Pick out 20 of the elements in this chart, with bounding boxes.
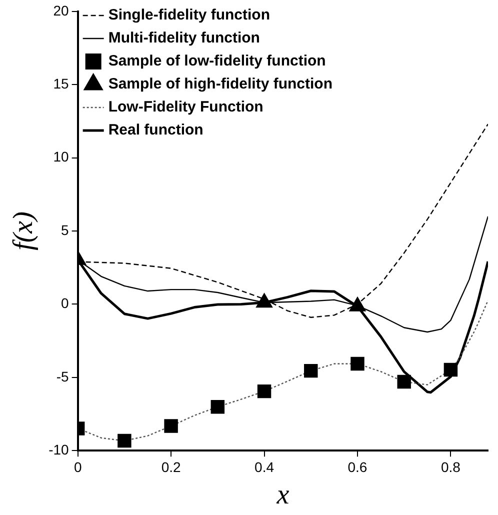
legend-label: Sample of high-fidelity function [108,76,333,93]
legend-label: Low-Fidelity Function [108,98,264,116]
legend-label: Multi-fidelity function [108,30,260,47]
x-tick-label: 0.4 [254,458,274,475]
y-axis-title: f(x) [8,212,40,250]
legend-label: Sample of low-fidelity function [108,52,326,70]
x-tick-label: 0.6 [348,458,368,475]
legend-label: Real function [108,122,204,139]
x-tick-label: 0 [74,458,82,475]
x-tick-label: 0.2 [161,458,181,475]
y-tick-label: 10 [53,148,70,165]
y-tick-label: -5 [56,368,70,384]
x-axis-title: x [276,480,290,511]
legend-label: Single-fidelity function [108,6,270,24]
y-tick-label: -10 [48,441,70,458]
x-tick-label: 0.8 [440,458,461,475]
y-tick-label: 0 [61,295,70,312]
y-tick-label: 20 [53,2,70,18]
y-tick-label: 15 [53,75,70,92]
y-tick-label: 5 [61,222,70,238]
